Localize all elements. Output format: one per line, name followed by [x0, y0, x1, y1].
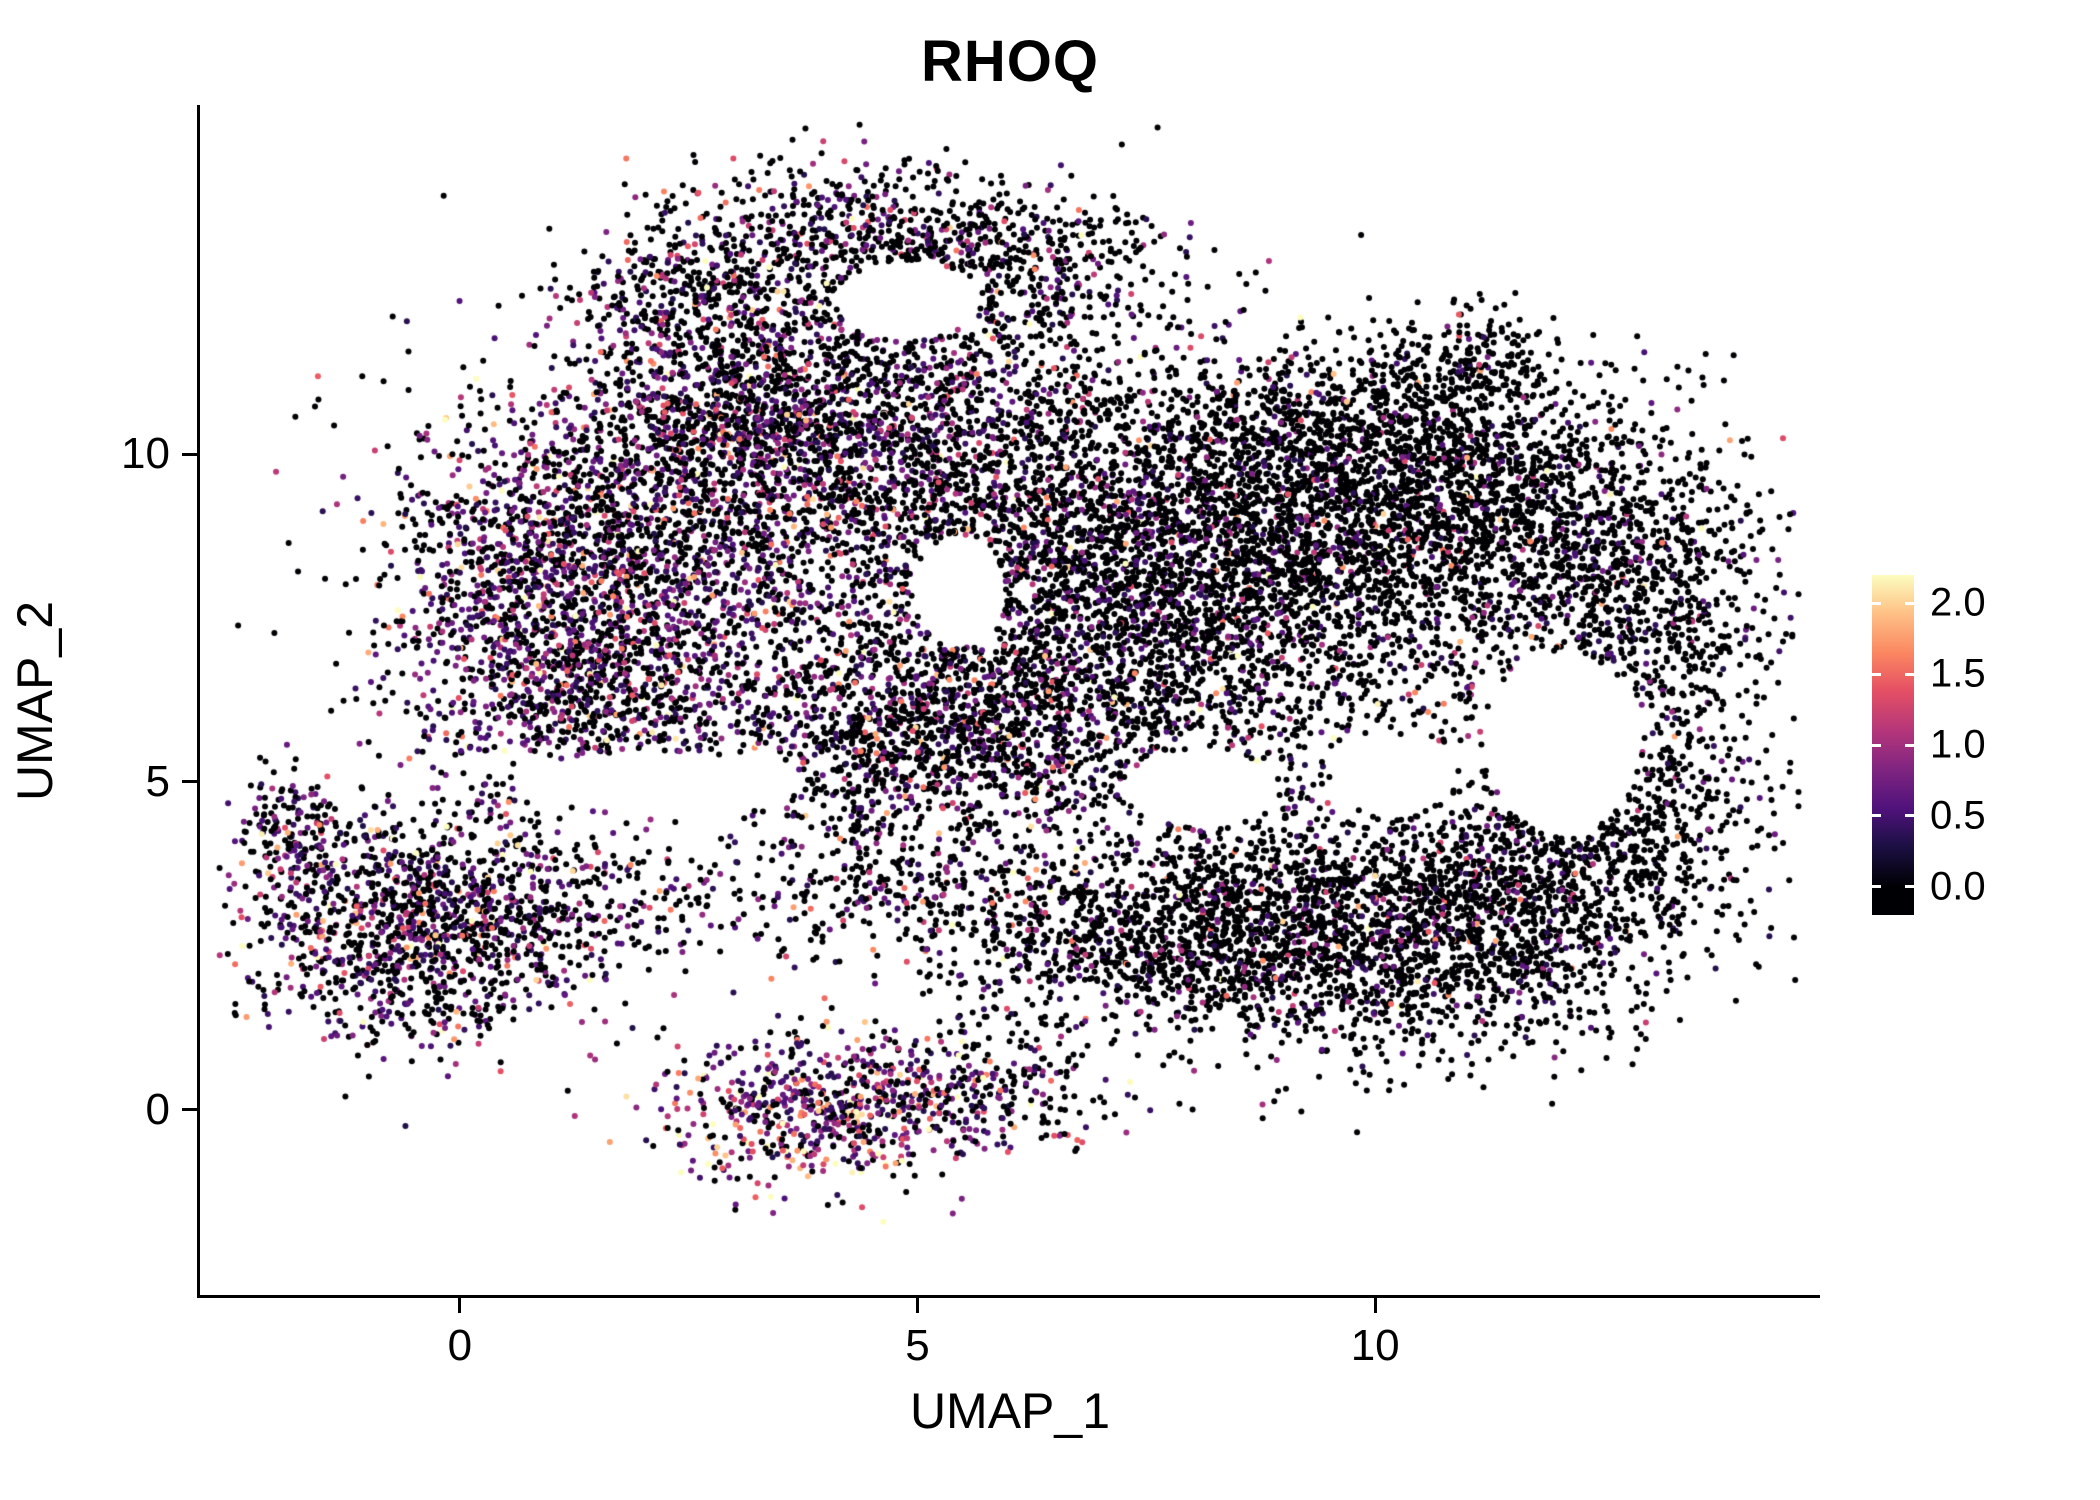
- x-tick-label: 5: [905, 1321, 930, 1370]
- colorbar-tick: [1872, 743, 1881, 747]
- colorbar-tick-label: 2.0: [1930, 580, 1986, 625]
- plot-title: RHOQ: [921, 29, 1099, 94]
- colorbar-tick: [1872, 601, 1881, 605]
- colorbar-tick-label: 1.5: [1930, 651, 1986, 696]
- y-axis-label: UMAP_2: [7, 600, 63, 802]
- x-axis-line: [197, 1295, 1820, 1298]
- colorbar-tick-label: 1.0: [1930, 722, 1986, 767]
- colorbar-tick: [1905, 885, 1914, 889]
- colorbar-tick: [1872, 672, 1881, 676]
- y-tick-mark: [182, 1108, 197, 1112]
- colorbar-tick-label: 0.0: [1930, 864, 1986, 909]
- colorbar-tick: [1905, 672, 1914, 676]
- x-tick-label: 10: [1350, 1321, 1400, 1370]
- x-tick-mark: [1373, 1298, 1377, 1313]
- x-tick-label: 0: [447, 1321, 473, 1370]
- scatter-canvas: [200, 105, 1820, 1295]
- y-axis-line: [197, 105, 200, 1298]
- colorbar-tick: [1872, 814, 1881, 818]
- colorbar-tick: [1905, 743, 1914, 747]
- y-tick-mark: [182, 780, 197, 784]
- y-tick-label: 10: [121, 429, 170, 479]
- colorbar-tick-label: 0.5: [1930, 793, 1986, 838]
- colorbar-tick: [1905, 814, 1914, 818]
- x-axis-label: UMAP_1: [909, 1383, 1111, 1439]
- colorbar-tick: [1905, 601, 1914, 605]
- y-tick-label: 0: [145, 1084, 170, 1134]
- y-tick-mark: [182, 452, 197, 456]
- x-tick-mark: [916, 1298, 920, 1313]
- y-tick-label: 5: [145, 756, 170, 806]
- x-tick-mark: [458, 1298, 462, 1313]
- colorbar-tick: [1872, 885, 1881, 889]
